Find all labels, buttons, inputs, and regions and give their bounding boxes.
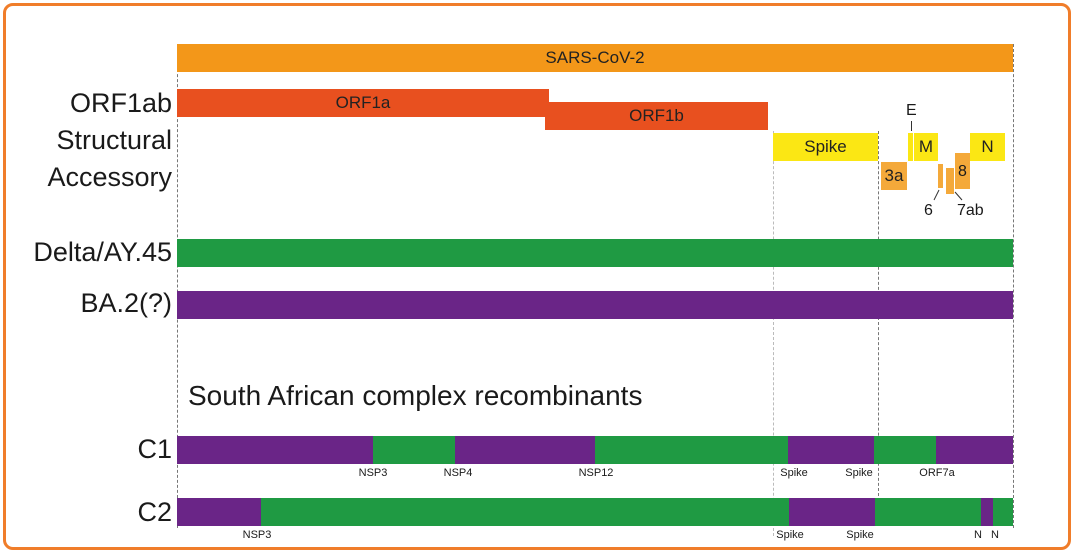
c1-breakpoint-label: NSP12 <box>578 467 614 479</box>
c2-segment <box>993 498 1013 526</box>
orf7ab-label: 7ab <box>957 202 984 219</box>
c2-segment <box>261 498 789 526</box>
c2-segment <box>875 498 981 526</box>
c1-segment <box>373 436 455 464</box>
c1-breakpoint-label: NSP3 <box>358 467 388 479</box>
c2-segment <box>177 498 261 526</box>
c1-segment <box>874 436 936 464</box>
orf8-label: 8 <box>958 163 967 180</box>
genome-end-guide <box>1013 44 1014 528</box>
m-label: M <box>918 137 934 156</box>
c2-segment <box>789 498 875 526</box>
orf3a-bar: 3a <box>881 162 907 190</box>
delta-ay45-bar <box>177 239 1013 267</box>
orf6-label: 6 <box>924 202 933 219</box>
c1-segment <box>936 436 1013 464</box>
n-gene-bar: N <box>970 133 1005 161</box>
c1-breakpoint-label: ORF7a <box>919 467 955 479</box>
genome-label: SARS-CoV-2 <box>545 48 645 67</box>
ba2-bar <box>177 291 1013 319</box>
m-gene-bar: M <box>914 133 938 161</box>
row-label-orf1ab: ORF1ab <box>69 88 172 118</box>
c1-breakpoint-label: NSP4 <box>443 467 473 479</box>
c1-segment <box>455 436 595 464</box>
spike-start-guide <box>773 131 774 536</box>
orf1a-bar: ORF1a <box>177 89 549 117</box>
orf1b-bar: ORF1b <box>545 102 768 130</box>
spike-gene-bar: Spike <box>773 133 878 161</box>
orf1a-label: ORF1a <box>335 93 391 112</box>
orf6-bar <box>938 164 943 188</box>
orf7ab-bar <box>946 168 954 194</box>
c1-segment <box>595 436 788 464</box>
e-gene-bar <box>908 133 913 161</box>
c2-breakpoint-label: NSP3 <box>242 529 272 541</box>
c1-segment <box>788 436 874 464</box>
recombinants-section-title: South African complex recombinants <box>188 380 643 411</box>
c1-segment <box>177 436 373 464</box>
c2-breakpoint-label: N <box>974 529 982 541</box>
row-label-c1: C1 <box>137 434 172 464</box>
row-label-c2: C2 <box>137 497 172 527</box>
row-label-ba2: BA.2(?) <box>80 288 172 318</box>
figure-frame <box>3 3 1071 550</box>
orf8-bar <box>955 153 970 189</box>
row-label-delta: Delta/AY.45 <box>33 237 172 267</box>
orf1b-label: ORF1b <box>629 106 684 125</box>
c2-segment <box>981 498 993 526</box>
genome-start-guide <box>177 44 178 528</box>
n-label: N <box>981 137 994 156</box>
c2-breakpoint-label: Spike <box>776 529 804 541</box>
e-label: E <box>906 102 917 119</box>
c2-breakpoint-label: N <box>991 529 999 541</box>
c2-breakpoint-label: Spike <box>846 529 874 541</box>
sars-cov-2-genome-bar: SARS-CoV-2 <box>177 44 1013 72</box>
c1-breakpoint-label: Spike <box>845 467 873 479</box>
row-label-structural: Structural <box>56 125 172 155</box>
spike-label: Spike <box>804 137 847 156</box>
e-leader-line <box>911 121 912 131</box>
c1-breakpoint-label: Spike <box>780 467 808 479</box>
orf3a-label: 3a <box>884 166 904 185</box>
row-label-accessory: Accessory <box>47 162 172 192</box>
